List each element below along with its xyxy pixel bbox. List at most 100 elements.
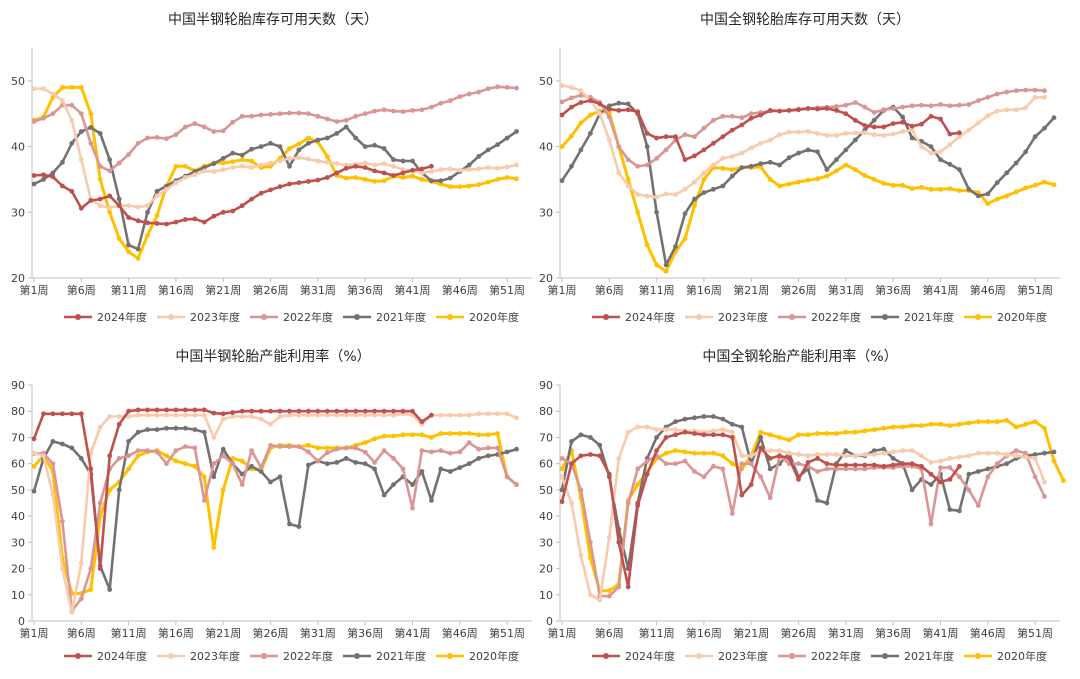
data-point [588, 98, 593, 103]
data-point [890, 456, 896, 461]
data-point [391, 412, 396, 418]
data-point [362, 144, 368, 150]
data-point [334, 131, 340, 136]
data-point [315, 408, 321, 414]
data-point [871, 124, 877, 130]
data-point [805, 432, 811, 438]
data-point [606, 114, 612, 120]
data-point [145, 135, 150, 141]
data-point [429, 104, 434, 110]
data-point [701, 147, 707, 153]
data-point [815, 452, 820, 457]
data-point [249, 113, 255, 119]
data-point [410, 408, 415, 414]
data-point [890, 424, 896, 430]
data-point [616, 584, 622, 590]
data-point [1004, 170, 1010, 176]
x-tick-label: 第11周 [639, 283, 675, 297]
data-point [334, 161, 340, 167]
data-point [324, 450, 330, 456]
data-point [843, 429, 849, 435]
data-point [673, 134, 678, 140]
data-point [504, 164, 510, 170]
legend-label: 2023年度 [718, 649, 768, 663]
data-point [447, 450, 453, 456]
series-line-2023年度 [560, 425, 1046, 602]
data-point [258, 112, 264, 118]
data-point [287, 146, 292, 151]
x-tick-label: 第41周 [922, 626, 958, 640]
data-point [514, 482, 519, 487]
series-line-2024年度 [33, 165, 432, 226]
data-point [164, 186, 169, 192]
data-point [504, 135, 510, 141]
data-point [116, 414, 122, 419]
data-point [692, 203, 697, 209]
data-point [135, 407, 141, 413]
data-point [429, 169, 434, 174]
data-point [928, 482, 934, 487]
data-point [457, 167, 463, 173]
data-point [343, 124, 349, 130]
data-point [391, 108, 396, 114]
data-point [343, 412, 349, 418]
data-point [843, 131, 849, 136]
data-point [711, 117, 716, 123]
data-point [31, 173, 37, 178]
data-point [701, 450, 707, 456]
data-point [701, 432, 707, 438]
y-tick-label: 30 [539, 206, 553, 219]
data-point [391, 456, 396, 461]
data-point [682, 186, 688, 192]
data-point [485, 453, 491, 459]
data-point [381, 408, 387, 414]
data-point [343, 408, 349, 414]
data-point [69, 102, 75, 108]
data-point [183, 412, 188, 418]
data-point [1013, 160, 1019, 166]
data-point [211, 129, 217, 134]
data-point [947, 131, 953, 137]
data-point [485, 86, 491, 92]
y-tick-label: 30 [11, 536, 25, 549]
data-point [438, 431, 444, 436]
data-point [843, 466, 849, 472]
data-point [701, 474, 707, 480]
data-point [239, 408, 245, 414]
data-point [815, 469, 820, 474]
x-tick-label: 第26周 [781, 626, 817, 640]
data-point [805, 147, 811, 153]
data-point [485, 165, 491, 171]
data-point [729, 429, 735, 435]
data-point [239, 157, 245, 163]
data-point [909, 461, 915, 467]
data-point [201, 412, 207, 418]
data-point [164, 412, 169, 418]
data-point [268, 442, 273, 448]
chart-panel-1: 中国半钢轮胎库存可用天数（天） 20 30 40 50 第1周 第6周 第11周 第16周 第21… [11, 12, 532, 324]
data-point [145, 209, 150, 215]
data-point [306, 408, 311, 414]
data-point [729, 127, 735, 133]
data-point [758, 429, 764, 435]
data-point [116, 203, 122, 209]
data-point [1051, 115, 1057, 121]
data-point [975, 450, 981, 456]
data-point [315, 445, 321, 451]
data-point [559, 456, 565, 461]
data-point [843, 448, 849, 453]
data-point [476, 154, 482, 159]
data-point [871, 132, 877, 138]
x-tick-label: 第51周 [1017, 283, 1053, 297]
data-point [495, 431, 500, 436]
legend-marker [75, 314, 81, 320]
data-point [192, 427, 198, 432]
data-point [353, 460, 359, 465]
data-point [362, 111, 368, 117]
data-point [60, 85, 65, 90]
data-point [381, 433, 387, 439]
data-point [597, 597, 603, 603]
data-point [578, 487, 584, 493]
data-point [324, 412, 330, 418]
legend-label: 2024年度 [97, 649, 147, 663]
